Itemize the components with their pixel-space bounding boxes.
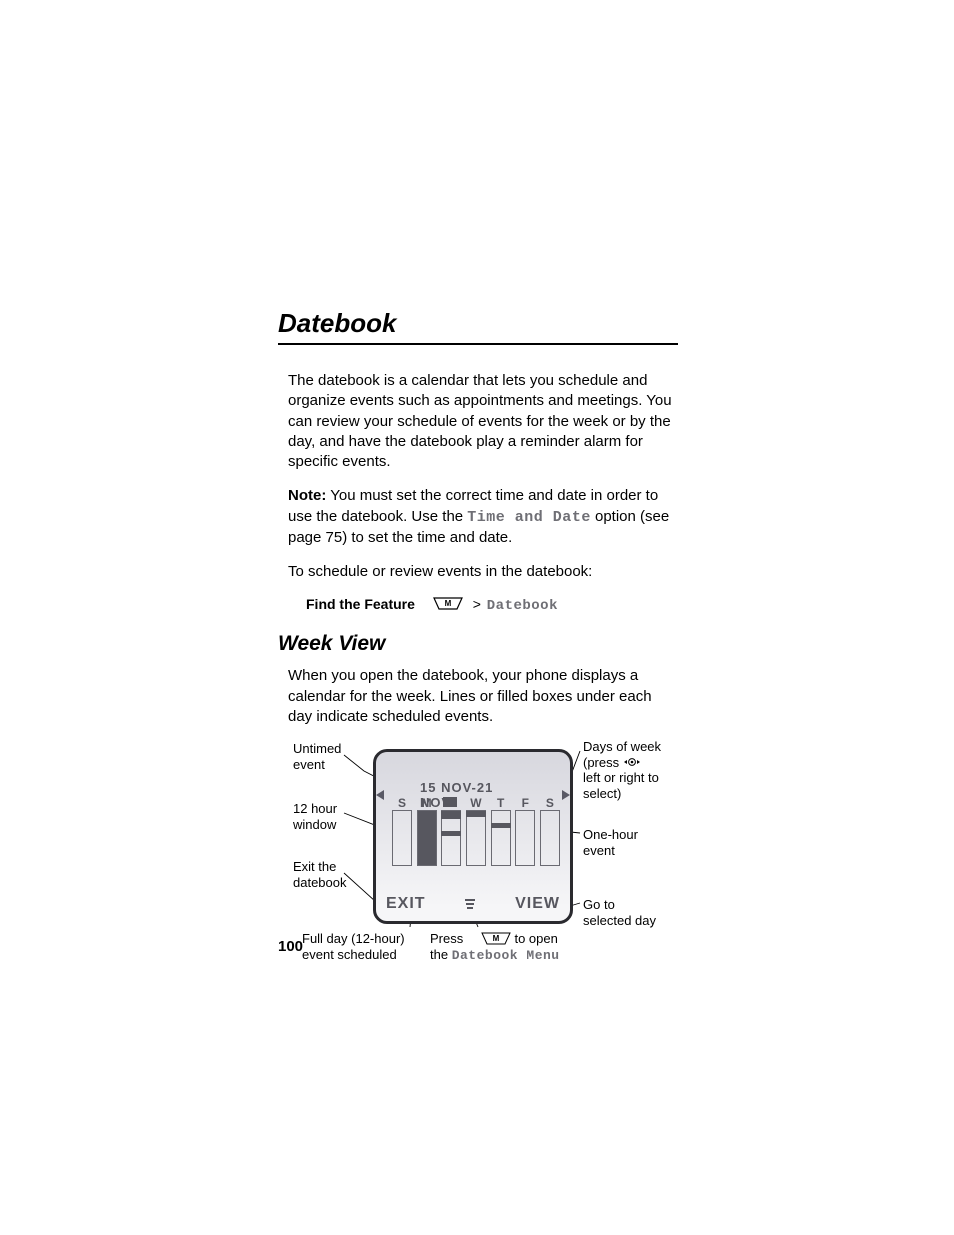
days-row: SMWTFS: [392, 796, 560, 810]
day-column[interactable]: [491, 810, 511, 866]
menu-key-icon: M: [433, 597, 463, 610]
nav-glyph-icon: [623, 756, 641, 768]
pressmenu-target: Datebook Menu: [452, 948, 560, 963]
callout-12hour: 12 hour window: [293, 801, 363, 832]
section-title: Week View: [278, 632, 678, 656]
softkey-row: EXIT VIEW: [376, 895, 570, 913]
day-header[interactable]: S: [392, 796, 412, 810]
softkey-exit[interactable]: EXIT: [386, 895, 426, 913]
callout-pressmenu: Press M to open the Datebook Menu: [430, 931, 560, 963]
callout-daysweek: Days of week (press left or right to sel…: [583, 739, 678, 801]
day-column[interactable]: [417, 810, 437, 866]
day-column[interactable]: [515, 810, 535, 866]
phone-screen: 15 NOV-21 NOV SMWTFS EXIT VIEW: [373, 749, 573, 924]
event-segment: [441, 831, 461, 836]
day-header[interactable]: M: [417, 796, 437, 810]
find-feature-label: Find the Feature: [306, 596, 415, 612]
daysweek-l1: Days of week: [583, 739, 661, 754]
menu-icon[interactable]: [465, 899, 475, 909]
callout-untimed: Untimed event: [293, 741, 363, 772]
day-column[interactable]: [441, 810, 461, 866]
content-block: Datebook The datebook is a calendar that…: [278, 308, 678, 991]
find-target: Datebook: [487, 598, 558, 614]
callout-exit: Exit the datebook: [293, 859, 363, 890]
find-feature-row: Find the Feature M > Datebook: [306, 596, 678, 614]
svg-text:M: M: [493, 934, 500, 943]
callout-fullday: Full day (12-hour) event scheduled: [302, 931, 412, 962]
page-title: Datebook: [278, 308, 678, 345]
day-column[interactable]: [540, 810, 560, 866]
note-code: Time and Date: [467, 509, 591, 526]
daysweek-l2: (press: [583, 755, 623, 770]
nav-right-icon[interactable]: [562, 790, 570, 800]
day-header[interactable]: [441, 796, 461, 810]
callout-goto: Go to selected day: [583, 897, 663, 928]
event-segment: [441, 811, 461, 819]
day-column[interactable]: [466, 810, 486, 866]
day-column[interactable]: [392, 810, 412, 866]
day-header[interactable]: W: [466, 796, 486, 810]
figure: Untimed event 12 hour window Exit the da…: [278, 741, 678, 991]
page: Datebook The datebook is a calendar that…: [0, 0, 954, 1235]
event-segment: [491, 823, 511, 828]
path-separator: >: [473, 596, 481, 612]
instruction-paragraph: To schedule or review events in the date…: [288, 562, 678, 582]
day-header[interactable]: S: [540, 796, 560, 810]
svg-text:M: M: [444, 599, 451, 608]
menu-key-icon: M: [481, 932, 507, 944]
softkey-view[interactable]: VIEW: [515, 895, 560, 913]
daysweek-l3: left or right to select): [583, 770, 659, 801]
nav-left-icon[interactable]: [376, 790, 384, 800]
day-header[interactable]: T: [491, 796, 511, 810]
note-paragraph: Note: You must set the correct time and …: [288, 486, 678, 548]
event-segment: [466, 811, 486, 817]
pressmenu-pre: Press: [430, 931, 467, 946]
weekview-paragraph: When you open the datebook, your phone d…: [288, 666, 678, 727]
day-header[interactable]: F: [515, 796, 535, 810]
week-columns: [392, 810, 560, 866]
page-number: 100: [278, 938, 303, 955]
callout-onehour: One-hour event: [583, 827, 673, 858]
note-label: Note:: [288, 487, 326, 504]
intro-paragraph: The datebook is a calendar that lets you…: [288, 371, 678, 472]
